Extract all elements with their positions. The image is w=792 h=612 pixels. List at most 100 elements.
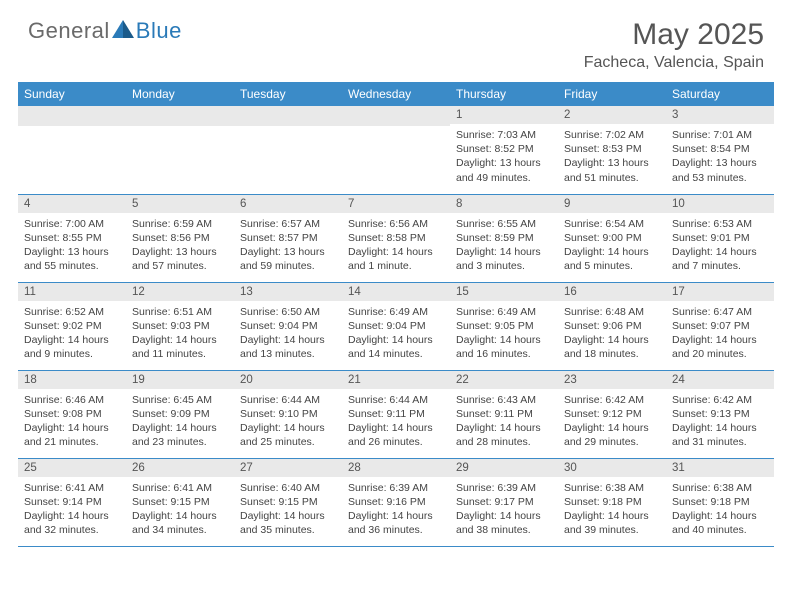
daylight-line: Daylight: 14 hours and 36 minutes. [348, 509, 444, 537]
sunset-line: Sunset: 9:04 PM [240, 319, 336, 333]
sunrise-line: Sunrise: 6:39 AM [348, 481, 444, 495]
day-cell: 13Sunrise: 6:50 AMSunset: 9:04 PMDayligh… [234, 282, 342, 370]
sunset-line: Sunset: 9:03 PM [132, 319, 228, 333]
sunset-line: Sunset: 8:57 PM [240, 231, 336, 245]
sunrise-line: Sunrise: 6:50 AM [240, 305, 336, 319]
sunrise-line: Sunrise: 6:56 AM [348, 217, 444, 231]
sunset-line: Sunset: 9:17 PM [456, 495, 552, 509]
sunrise-line: Sunrise: 6:48 AM [564, 305, 660, 319]
daylight-line: Daylight: 13 hours and 57 minutes. [132, 245, 228, 273]
daylight-line: Daylight: 14 hours and 11 minutes. [132, 333, 228, 361]
sunrise-line: Sunrise: 6:42 AM [564, 393, 660, 407]
sunset-line: Sunset: 8:52 PM [456, 142, 552, 156]
day-number: 17 [666, 283, 774, 301]
sunset-line: Sunset: 9:09 PM [132, 407, 228, 421]
day-body: Sunrise: 6:49 AMSunset: 9:04 PMDaylight:… [342, 301, 450, 368]
day-cell: 3Sunrise: 7:01 AMSunset: 8:54 PMDaylight… [666, 106, 774, 194]
sunset-line: Sunset: 9:15 PM [132, 495, 228, 509]
day-number: 30 [558, 459, 666, 477]
day-cell: 12Sunrise: 6:51 AMSunset: 9:03 PMDayligh… [126, 282, 234, 370]
sunrise-line: Sunrise: 6:44 AM [348, 393, 444, 407]
day-number: 12 [126, 283, 234, 301]
logo-text-blue: Blue [136, 18, 182, 44]
day-body: Sunrise: 6:52 AMSunset: 9:02 PMDaylight:… [18, 301, 126, 368]
day-cell: 9Sunrise: 6:54 AMSunset: 9:00 PMDaylight… [558, 194, 666, 282]
sunrise-line: Sunrise: 6:41 AM [132, 481, 228, 495]
sunset-line: Sunset: 9:15 PM [240, 495, 336, 509]
day-cell: 26Sunrise: 6:41 AMSunset: 9:15 PMDayligh… [126, 458, 234, 546]
daylight-line: Daylight: 14 hours and 29 minutes. [564, 421, 660, 449]
dow-row: SundayMondayTuesdayWednesdayThursdayFrid… [18, 82, 774, 106]
title-block: May 2025 Facheca, Valencia, Spain [584, 18, 764, 72]
daylight-line: Daylight: 14 hours and 34 minutes. [132, 509, 228, 537]
day-body: Sunrise: 6:59 AMSunset: 8:56 PMDaylight:… [126, 213, 234, 280]
day-body: Sunrise: 6:46 AMSunset: 9:08 PMDaylight:… [18, 389, 126, 456]
day-number: 7 [342, 195, 450, 213]
day-cell: 4 Sunrise: 7:00 AMSunset: 8:55 PMDaylight… [18, 194, 126, 282]
day-number: 15 [450, 283, 558, 301]
daylight-line: Daylight: 14 hours and 25 minutes. [240, 421, 336, 449]
day-cell: 15Sunrise: 6:49 AMSunset: 9:05 PMDayligh… [450, 282, 558, 370]
day-body: Sunrise: 6:55 AMSunset: 8:59 PMDaylight:… [450, 213, 558, 280]
day-cell: 20Sunrise: 6:44 AMSunset: 9:10 PMDayligh… [234, 370, 342, 458]
day-cell: 29Sunrise: 6:39 AMSunset: 9:17 PMDayligh… [450, 458, 558, 546]
day-cell: 24Sunrise: 6:42 AMSunset: 9:13 PMDayligh… [666, 370, 774, 458]
sunset-line: Sunset: 9:11 PM [348, 407, 444, 421]
day-cell: 31Sunrise: 6:38 AMSunset: 9:18 PMDayligh… [666, 458, 774, 546]
sunrise-line: Sunrise: 6:45 AM [132, 393, 228, 407]
sunrise-line: Sunrise: 7:00 AM [24, 217, 120, 231]
day-cell: 19Sunrise: 6:45 AMSunset: 9:09 PMDayligh… [126, 370, 234, 458]
day-number [342, 106, 450, 126]
sunrise-line: Sunrise: 7:02 AM [564, 128, 660, 142]
day-number: 24 [666, 371, 774, 389]
daylight-line: Daylight: 14 hours and 5 minutes. [564, 245, 660, 273]
daylight-line: Daylight: 14 hours and 23 minutes. [132, 421, 228, 449]
day-number: 29 [450, 459, 558, 477]
week-row: 1Sunrise: 7:03 AMSunset: 8:52 PMDaylight… [18, 106, 774, 194]
day-body: Sunrise: 6:41 AMSunset: 9:14 PMDaylight:… [18, 477, 126, 544]
sunrise-line: Sunrise: 6:38 AM [564, 481, 660, 495]
sunrise-line: Sunrise: 6:49 AM [456, 305, 552, 319]
day-cell: 6Sunrise: 6:57 AMSunset: 8:57 PMDaylight… [234, 194, 342, 282]
daylight-line: Daylight: 13 hours and 55 minutes. [24, 245, 120, 273]
day-body: Sunrise: 6:45 AMSunset: 9:09 PMDaylight:… [126, 389, 234, 456]
day-body: Sunrise: 6:54 AMSunset: 9:00 PMDaylight:… [558, 213, 666, 280]
day-cell [18, 106, 126, 194]
sunrise-line: Sunrise: 6:43 AM [456, 393, 552, 407]
sunrise-line: Sunrise: 6:46 AM [24, 393, 120, 407]
triangle-icon [112, 20, 134, 43]
day-number: 20 [234, 371, 342, 389]
day-body: Sunrise: 7:03 AMSunset: 8:52 PMDaylight:… [450, 124, 558, 191]
sunrise-line: Sunrise: 6:47 AM [672, 305, 768, 319]
sunset-line: Sunset: 9:18 PM [672, 495, 768, 509]
sunset-line: Sunset: 8:53 PM [564, 142, 660, 156]
header: General Blue May 2025 Facheca, Valencia,… [0, 0, 792, 82]
day-body: Sunrise: 7:01 AMSunset: 8:54 PMDaylight:… [666, 124, 774, 191]
daylight-line: Daylight: 14 hours and 9 minutes. [24, 333, 120, 361]
page-title: May 2025 [584, 18, 764, 52]
sunset-line: Sunset: 9:01 PM [672, 231, 768, 245]
week-row: 4Sunrise: 7:00 AMSunset: 8:55 PMDaylight… [18, 194, 774, 282]
day-cell: 28Sunrise: 6:39 AMSunset: 9:16 PMDayligh… [342, 458, 450, 546]
day-body: Sunrise: 6:38 AMSunset: 9:18 PMDaylight:… [666, 477, 774, 544]
day-body: Sunrise: 7:02 AMSunset: 8:53 PMDaylight:… [558, 124, 666, 191]
day-cell [234, 106, 342, 194]
day-cell: 21Sunrise: 6:44 AMSunset: 9:11 PMDayligh… [342, 370, 450, 458]
day-body: Sunrise: 6:38 AMSunset: 9:18 PMDaylight:… [558, 477, 666, 544]
day-number: 22 [450, 371, 558, 389]
day-number: 11 [18, 283, 126, 301]
calendar-table: SundayMondayTuesdayWednesdayThursdayFrid… [18, 82, 774, 547]
day-cell: 5Sunrise: 6:59 AMSunset: 8:56 PMDaylight… [126, 194, 234, 282]
sunset-line: Sunset: 8:55 PM [24, 231, 120, 245]
day-cell: 18Sunrise: 6:46 AMSunset: 9:08 PMDayligh… [18, 370, 126, 458]
day-body: Sunrise: 6:39 AMSunset: 9:17 PMDaylight:… [450, 477, 558, 544]
day-number: 27 [234, 459, 342, 477]
sunrise-line: Sunrise: 6:54 AM [564, 217, 660, 231]
sunset-line: Sunset: 9:00 PM [564, 231, 660, 245]
daylight-line: Daylight: 14 hours and 14 minutes. [348, 333, 444, 361]
day-cell: 7Sunrise: 6:56 AMSunset: 8:58 PMDaylight… [342, 194, 450, 282]
day-number: 13 [234, 283, 342, 301]
day-number: 4 [18, 195, 126, 213]
sunset-line: Sunset: 9:04 PM [348, 319, 444, 333]
sunset-line: Sunset: 9:18 PM [564, 495, 660, 509]
